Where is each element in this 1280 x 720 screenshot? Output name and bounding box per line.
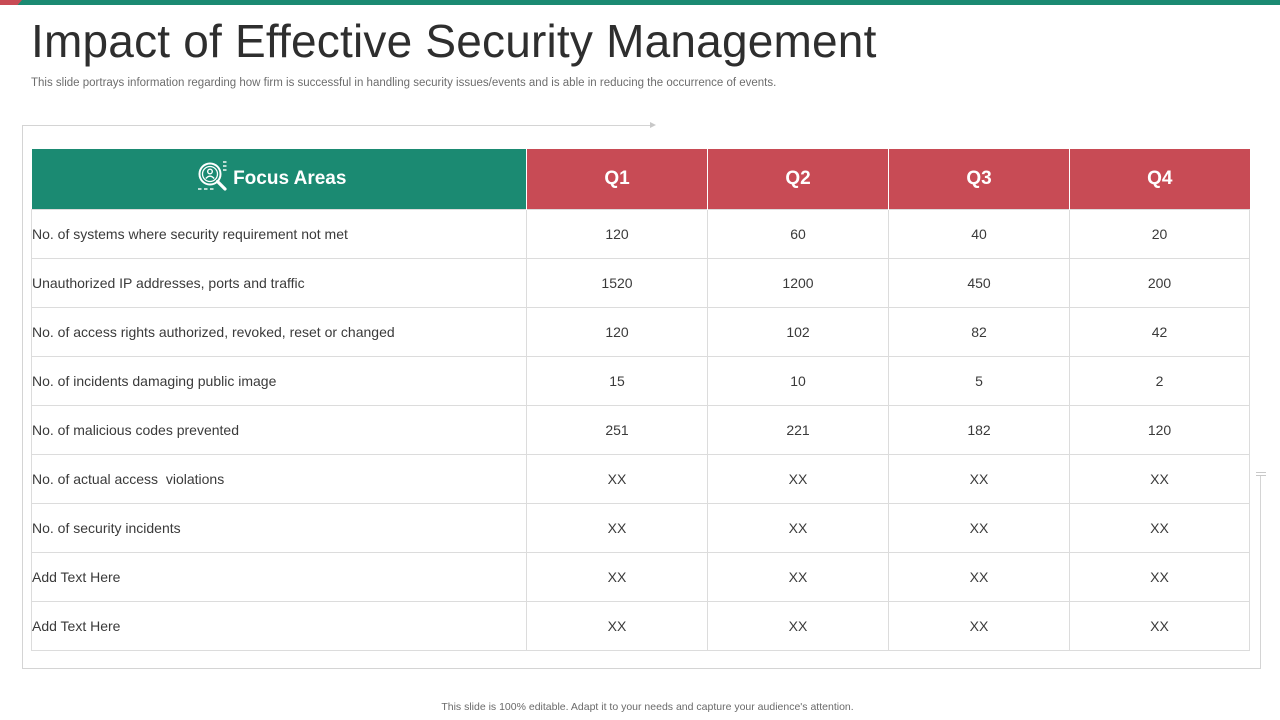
top-accent-corner [0,0,22,5]
cell-q4: 42 [1069,307,1250,357]
cell-q3: XX [888,552,1070,602]
row-label: No. of incidents damaging public image [31,356,527,406]
frame-top-line [22,125,654,126]
cell-q1: 120 [526,307,708,357]
cell-q1: XX [526,552,708,602]
frame-left-line [22,125,23,669]
quarter-header-q2: Q2 [707,149,889,210]
focus-areas-header: Focus Areas [31,149,527,210]
table-row: Add Text Here XX XX XX XX [31,552,1250,602]
cell-q3: 5 [888,356,1070,406]
cell-q2: XX [707,454,889,504]
table-row: Unauthorized IP addresses, ports and tra… [31,258,1250,308]
row-label: Add Text Here [31,601,527,651]
slide-footer: This slide is 100% editable. Adapt it to… [441,701,854,713]
cell-q4: XX [1069,552,1250,602]
cell-q3: XX [888,601,1070,651]
cell-q1: 1520 [526,258,708,308]
row-label: Unauthorized IP addresses, ports and tra… [31,258,527,308]
top-accent-bar [0,0,1280,5]
table-header-row: Focus Areas Q1 Q2 Q3 Q4 [31,149,1250,210]
table-row: No. of incidents damaging public image 1… [31,356,1250,406]
focus-areas-label: Focus Areas [233,168,347,189]
table-row: No. of systems where security requiremen… [31,209,1250,259]
cell-q2: 1200 [707,258,889,308]
cell-q2: XX [707,503,889,553]
frame-tick [1256,475,1266,476]
cell-q4: 20 [1069,209,1250,259]
frame-arrow-icon [650,122,656,128]
focus-areas-table: Focus Areas Q1 Q2 Q3 Q4 No. of systems w… [31,149,1250,651]
cell-q3: XX [888,503,1070,553]
table-row: No. of security incidents XX XX XX XX [31,503,1250,553]
row-label: No. of systems where security requiremen… [31,209,527,259]
cell-q4: XX [1069,601,1250,651]
cell-q4: 2 [1069,356,1250,406]
cell-q3: 82 [888,307,1070,357]
cell-q2: 102 [707,307,889,357]
cell-q4: 120 [1069,405,1250,455]
cell-q4: XX [1069,454,1250,504]
table-row: No. of malicious codes prevented 251 221… [31,405,1250,455]
row-label: No. of access rights authorized, revoked… [31,307,527,357]
cell-q1: 251 [526,405,708,455]
row-label: No. of security incidents [31,503,527,553]
slide-title: Impact of Effective Security Management [31,15,877,67]
cell-q3: 40 [888,209,1070,259]
cell-q1: XX [526,503,708,553]
cell-q2: XX [707,601,889,651]
slide-subtitle: This slide portrays information regardin… [31,77,777,89]
cell-q1: XX [526,601,708,651]
cell-q2: 221 [707,405,889,455]
security-search-icon [195,159,229,199]
frame-bottom-line [22,668,1261,669]
table-row: Add Text Here XX XX XX XX [31,601,1250,651]
cell-q4: 200 [1069,258,1250,308]
row-label: Add Text Here [31,552,527,602]
quarter-header-q4: Q4 [1069,149,1250,210]
quarter-header-q1: Q1 [526,149,708,210]
cell-q4: XX [1069,503,1250,553]
cell-q1: XX [526,454,708,504]
quarter-header-q3: Q3 [888,149,1070,210]
frame-right-line [1260,476,1261,669]
cell-q3: 182 [888,405,1070,455]
frame-tick [1256,472,1266,473]
cell-q3: 450 [888,258,1070,308]
cell-q3: XX [888,454,1070,504]
cell-q2: 10 [707,356,889,406]
table-row: No. of actual access violations XX XX XX… [31,454,1250,504]
cell-q1: 15 [526,356,708,406]
row-label: No. of malicious codes prevented [31,405,527,455]
cell-q1: 120 [526,209,708,259]
row-label: No. of actual access violations [31,454,527,504]
cell-q2: XX [707,552,889,602]
table-row: No. of access rights authorized, revoked… [31,307,1250,357]
cell-q2: 60 [707,209,889,259]
